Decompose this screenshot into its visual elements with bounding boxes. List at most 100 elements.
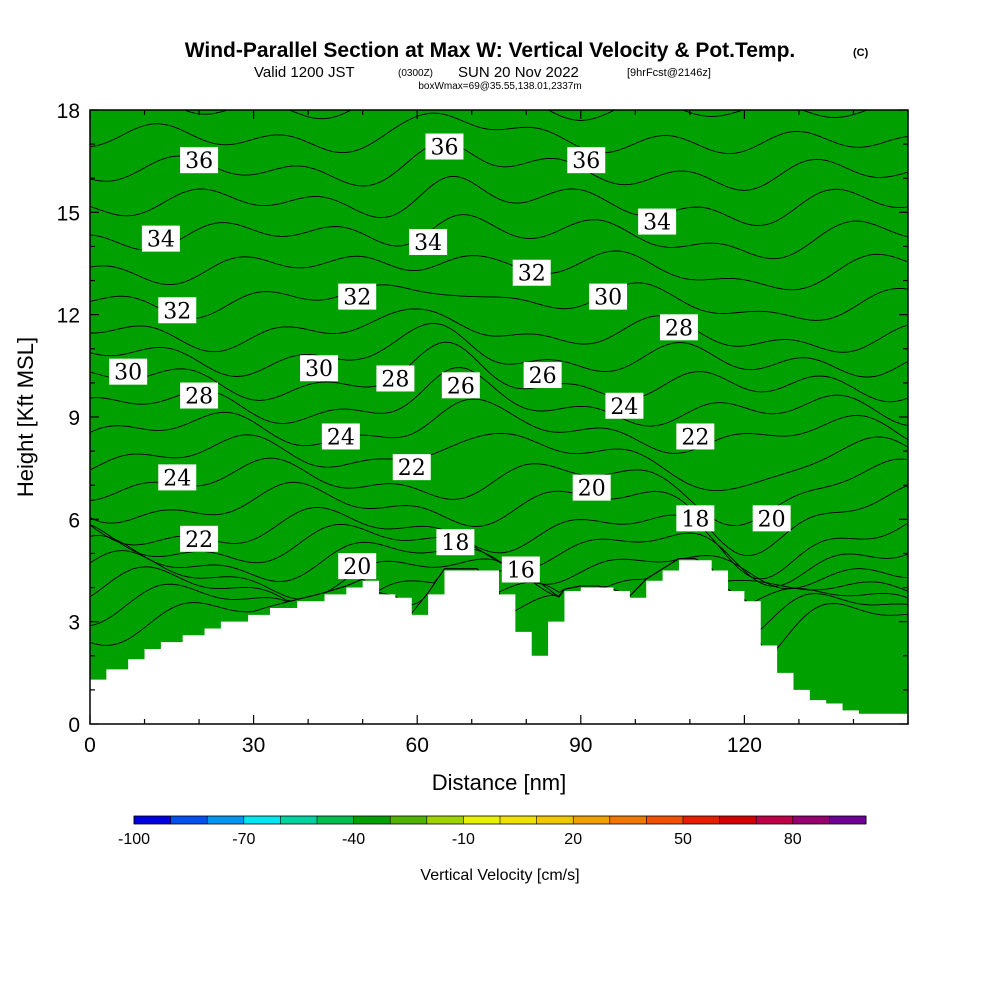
contour-label: 22	[180, 525, 219, 553]
isentrope-30	[90, 308, 908, 353]
colorbar: -100 -70 -40 -10 20 50 80	[118, 815, 867, 848]
colorbar-tick-label: -70	[232, 831, 255, 848]
contour-label: 36	[567, 147, 606, 174]
isentrope-23	[90, 481, 908, 557]
contour-label-box	[338, 553, 377, 580]
contour-label-text: 22	[681, 425, 709, 450]
contour-label-text: 28	[381, 367, 409, 392]
isentrope-34	[90, 175, 908, 226]
contour-label: 16	[501, 556, 540, 584]
isentrope-20	[90, 535, 908, 590]
contour-label: 36	[180, 147, 219, 174]
colorbar-swatch	[573, 816, 611, 824]
y-tick-label: 6	[68, 509, 80, 532]
contour-label-text: 26	[447, 374, 475, 399]
y-tick-label: 18	[57, 100, 80, 123]
contour-label: 34	[141, 225, 180, 253]
contour-label-text: 24	[163, 466, 191, 491]
contour-label-text: 20	[578, 477, 606, 502]
contour-label-text: 32	[163, 299, 191, 324]
contour-label-box	[180, 525, 219, 552]
contour-label: 24	[605, 392, 644, 420]
contour-label: 34	[409, 229, 448, 256]
colorbar-swatch	[390, 816, 428, 824]
colorbar-swatch	[463, 816, 501, 824]
isentrope-31	[90, 282, 908, 321]
contour-label-box	[567, 147, 606, 174]
colorbar-swatch	[829, 816, 867, 824]
contour-label-text: 30	[114, 361, 142, 386]
colorbar-swatch	[207, 816, 245, 824]
y-axis-label: Height [Kft MSL]	[13, 337, 38, 497]
colorbar-swatch	[609, 816, 647, 824]
y-tick-label: 9	[68, 407, 80, 430]
colorbar-swatch	[536, 816, 574, 824]
contour-label: 26	[523, 362, 562, 389]
contour-label-text: 34	[414, 231, 442, 256]
colorbar-tick-label: -40	[342, 831, 365, 848]
contour-label-box	[605, 392, 644, 419]
contour-label: 32	[512, 259, 551, 287]
contour-label-text: 20	[758, 507, 786, 532]
contour-label-text: 34	[147, 228, 175, 253]
contour-label-box	[512, 259, 551, 286]
contour-label: 22	[676, 423, 715, 450]
forecast-info: [9hrFcst@2146z]	[627, 67, 711, 79]
contour-label-box	[300, 355, 339, 382]
contour-label-text: 22	[185, 528, 213, 553]
colorbar-tick-label: 80	[784, 831, 802, 848]
valid-time-prefix: Valid 1200 JST	[254, 64, 355, 81]
x-tick-label: 90	[569, 734, 592, 757]
contour-label: 26	[441, 372, 480, 399]
terrain	[90, 560, 908, 724]
isentrope-33	[90, 214, 908, 260]
contour-label-text: 20	[343, 555, 371, 580]
contour-label-text: 36	[572, 149, 600, 174]
contour-label-text: 18	[441, 531, 469, 556]
contour-label-text: 18	[681, 507, 709, 532]
contour-label: 30	[589, 283, 628, 311]
isentrope-22	[90, 507, 908, 580]
colorbar-swatch	[426, 816, 464, 824]
valid-date: SUN 20 Nov 2022	[458, 64, 579, 81]
colorbar-swatch	[170, 816, 208, 824]
contour-label: 20	[572, 474, 611, 502]
colorbar-tick-label: -100	[118, 831, 150, 848]
contour-label-box	[638, 208, 677, 235]
colorbar-swatch	[280, 816, 318, 824]
colorbar-swatch	[500, 816, 538, 824]
contour-label-box	[180, 382, 219, 409]
contour-label: 28	[376, 365, 415, 392]
colorbar-swatch	[317, 816, 355, 824]
contour-label: 32	[338, 283, 377, 311]
colorbar-swatch	[792, 816, 830, 824]
y-tick-label: 12	[57, 305, 80, 328]
colorbar-swatch	[646, 816, 684, 824]
box-wmax-info: boxWmax=69@35.55,138.01,2337m	[418, 81, 581, 92]
contour-label: 36	[425, 133, 464, 161]
colorbar-swatch	[683, 816, 721, 824]
contour-label: 18	[436, 529, 475, 556]
colorbar-tick-label: -10	[452, 831, 475, 848]
y-tick-label: 3	[68, 612, 80, 635]
contour-label-box	[409, 229, 448, 256]
isentrope-28	[90, 341, 908, 403]
contour-label-box	[158, 464, 197, 491]
contour-label: 20	[338, 553, 377, 580]
contour-label-text: 36	[430, 136, 458, 161]
x-tick-label: 120	[727, 734, 762, 757]
contour-label: 28	[180, 382, 219, 410]
colorbar-swatch	[134, 816, 172, 824]
contour-label: 28	[659, 314, 698, 341]
contour-label: 18	[676, 505, 715, 532]
contour-label-box	[158, 297, 197, 324]
isentrope-26	[90, 398, 908, 454]
contour-label-box	[441, 372, 480, 399]
contour-label-text: 24	[610, 395, 638, 420]
isentrope-36	[90, 112, 908, 155]
colorbar-tick-label: 50	[674, 831, 692, 848]
contour-label-text: 32	[343, 286, 371, 311]
contour-label-box	[180, 147, 219, 174]
isentrope-27	[90, 367, 908, 427]
